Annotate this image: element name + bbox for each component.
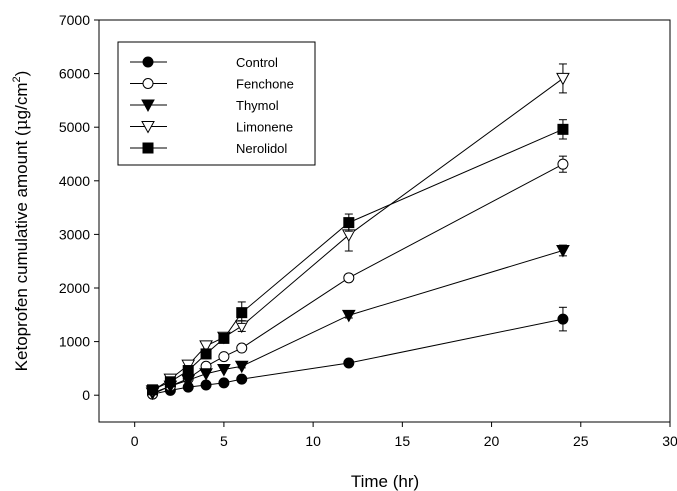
series-layer — [145, 63, 570, 401]
data-point-control — [343, 357, 355, 369]
x-tick-label: 30 — [662, 433, 677, 449]
y-tick-label: 5000 — [59, 119, 90, 135]
data-point-nerolidol — [557, 123, 569, 135]
data-point-thymol — [556, 244, 570, 258]
data-point-nerolidol — [200, 348, 212, 360]
data-point-control — [218, 377, 230, 389]
y-tick-label: 6000 — [59, 66, 90, 82]
legend-label: Nerolidol — [236, 141, 287, 156]
legend-item-fenchone: Fenchone — [130, 77, 294, 92]
data-point-thymol — [341, 309, 356, 323]
legend-marker — [141, 99, 155, 113]
data-point-control — [557, 313, 569, 325]
data-point-thymol — [217, 363, 231, 377]
x-tick-label: 10 — [305, 433, 321, 449]
legend-label: Fenchone — [236, 77, 294, 92]
legend-items: Control Fenchone Thymol Limonene Nerolidol — [130, 55, 294, 156]
x-tick-label: 25 — [573, 433, 589, 449]
series-line-control — [152, 318, 564, 395]
legend-marker — [142, 78, 154, 89]
series-thymol — [145, 244, 570, 401]
x-tick-label: 0 — [131, 433, 139, 449]
data-point-thymol — [234, 360, 249, 374]
data-point-nerolidol — [147, 384, 159, 396]
data-point-nerolidol — [164, 376, 176, 388]
legend-item-thymol: Thymol — [130, 98, 279, 113]
legend-marker — [142, 142, 154, 154]
data-point-limonene — [199, 340, 213, 353]
series-line-thymol — [152, 250, 564, 394]
y-tick-label: 2000 — [59, 280, 90, 296]
data-point-control — [236, 373, 248, 385]
legend-marker — [142, 56, 154, 68]
legend: Control Fenchone Thymol Limonene Nerolidol — [117, 41, 316, 166]
data-point-fenchone — [236, 342, 248, 354]
legend-label: Thymol — [236, 98, 279, 113]
data-point-nerolidol — [343, 217, 355, 229]
y-axis: 0 1000 2000 3000 4000 5000 6000 7000 — [59, 12, 99, 403]
data-point-nerolidol — [236, 307, 248, 319]
legend-marker — [141, 121, 155, 134]
y-axis-title: Ketoprofen cumulative amount (μg/cm2) — [11, 71, 32, 372]
data-point-nerolidol — [218, 332, 230, 344]
x-tick-label: 20 — [484, 433, 500, 449]
legend-item-limonene: Limonene — [130, 120, 293, 135]
y-tick-label: 3000 — [59, 226, 90, 242]
data-point-control — [200, 379, 212, 391]
y-tick-label: 1000 — [59, 334, 90, 350]
data-point-fenchone — [557, 158, 569, 170]
series-nerolidol — [147, 119, 569, 396]
x-tick-label: 15 — [395, 433, 411, 449]
series-line-fenchone — [152, 163, 564, 395]
x-axis-title: Time (hr) — [351, 472, 419, 491]
series-line-nerolidol — [152, 128, 564, 391]
plot-frame — [98, 19, 671, 423]
y-tick-label: 7000 — [59, 12, 90, 28]
data-point-fenchone — [218, 351, 230, 363]
y-tick-label: 4000 — [59, 173, 90, 189]
data-point-nerolidol — [182, 365, 194, 377]
legend-item-nerolidol: Nerolidol — [130, 141, 287, 156]
x-axis: 0 5 10 15 20 25 30 — [131, 422, 677, 449]
y-tick-label: 0 — [82, 387, 90, 403]
data-point-thymol — [199, 368, 213, 381]
legend-label: Control — [236, 55, 278, 70]
x-tick-label: 5 — [220, 433, 228, 449]
legend-item-control: Control — [130, 55, 278, 70]
series-fenchone — [147, 155, 569, 400]
data-point-fenchone — [343, 272, 355, 284]
data-point-limonene — [556, 72, 570, 86]
legend-label: Limonene — [236, 120, 293, 135]
